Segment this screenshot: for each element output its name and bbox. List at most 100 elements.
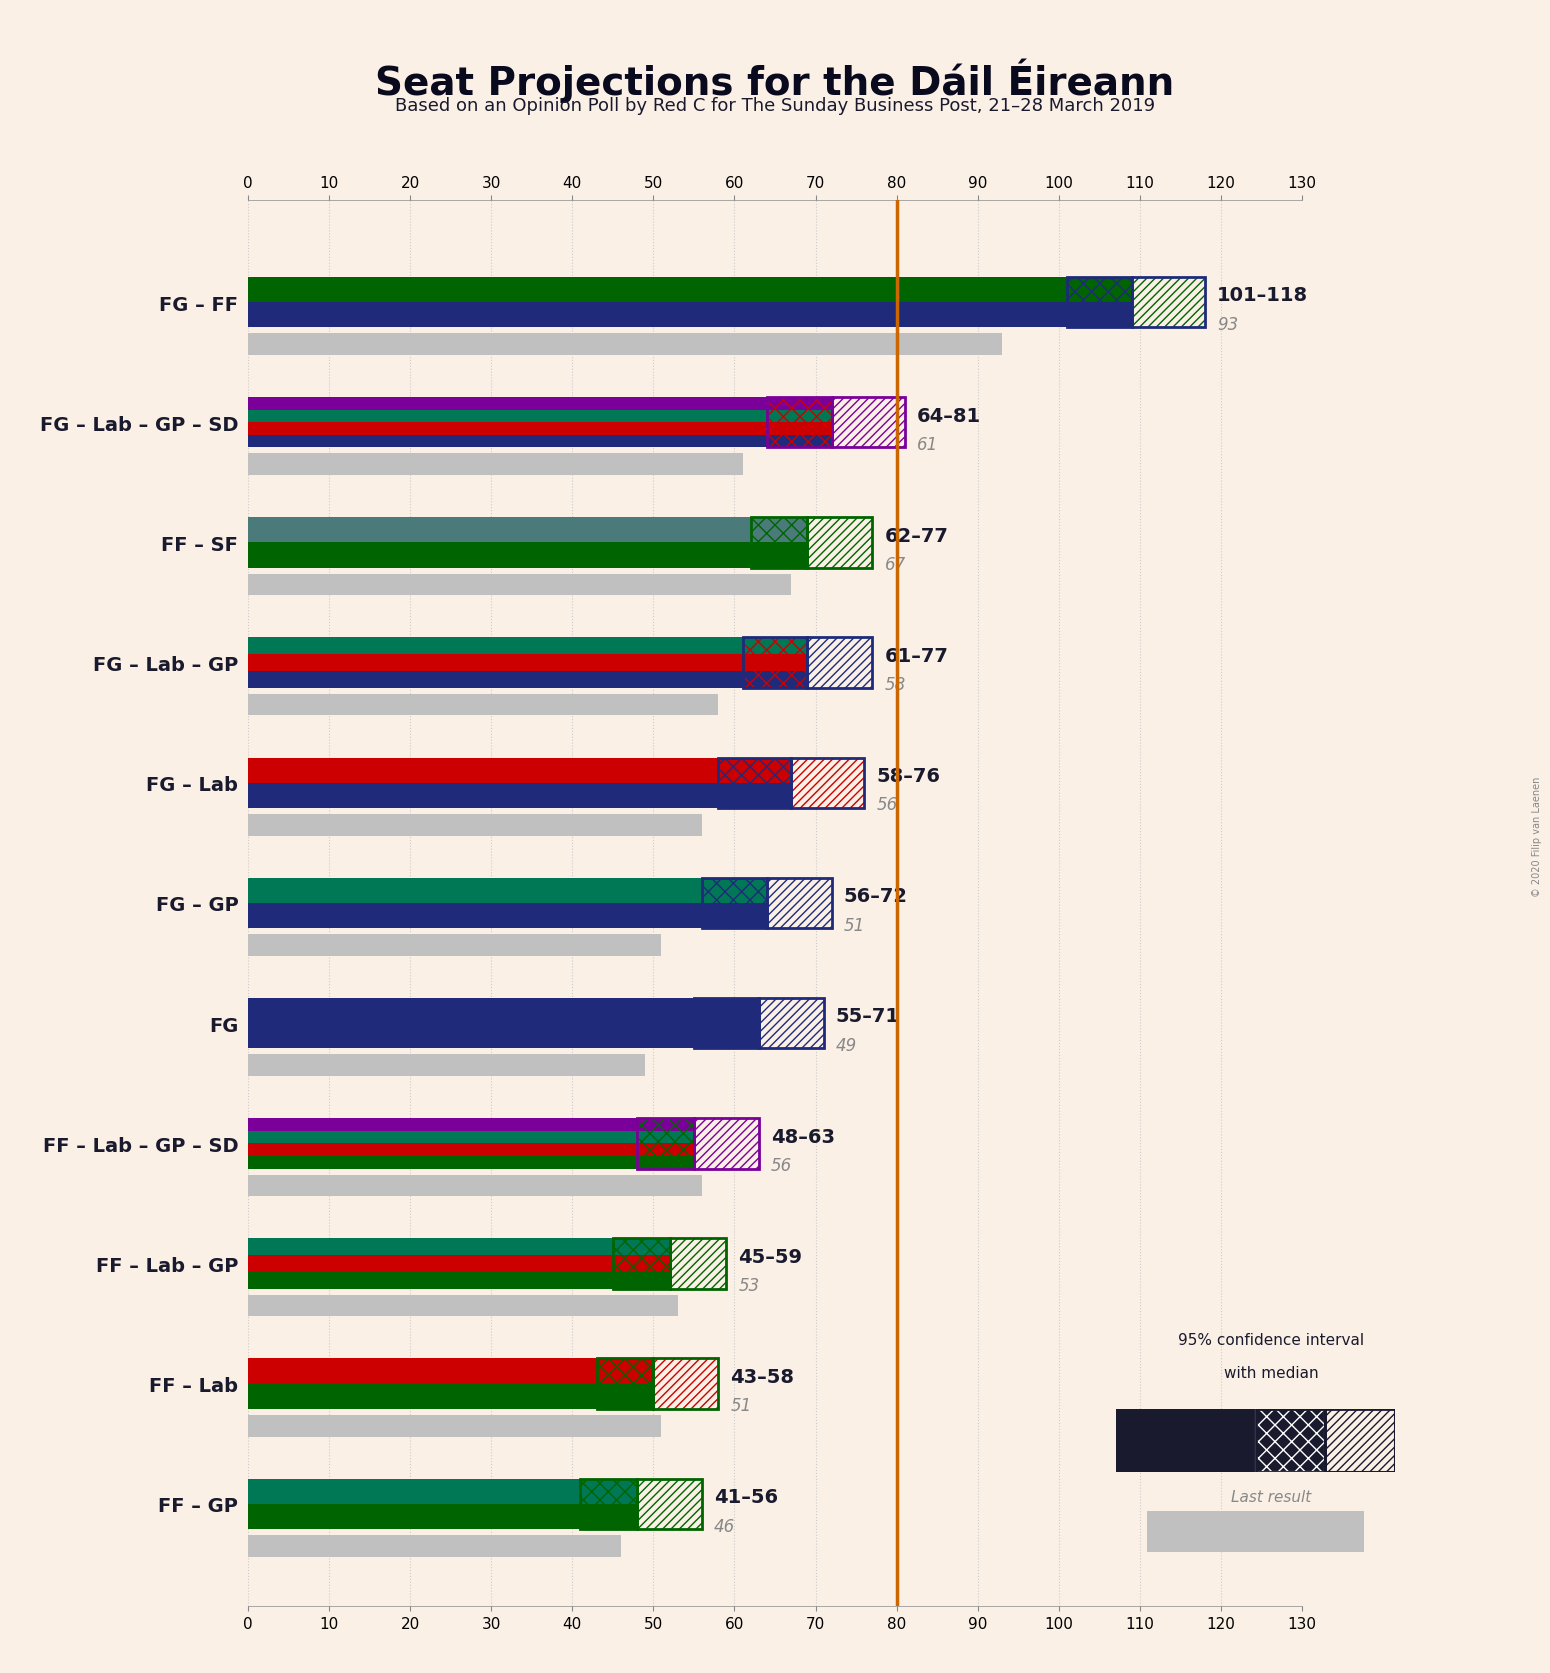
Bar: [248, 1295, 677, 1317]
Bar: [580, 1479, 637, 1504]
Text: 56: 56: [876, 796, 897, 815]
Bar: [808, 637, 873, 688]
Bar: [248, 453, 742, 475]
Text: 51: 51: [730, 1397, 752, 1414]
Bar: [248, 783, 718, 808]
Text: 51: 51: [843, 917, 865, 934]
Bar: [767, 423, 832, 435]
Bar: [760, 999, 823, 1049]
Bar: [248, 1054, 645, 1076]
Bar: [1256, 1409, 1325, 1472]
Bar: [248, 1384, 597, 1409]
Bar: [597, 1384, 654, 1409]
Bar: [767, 878, 832, 929]
Bar: [248, 1174, 702, 1196]
Bar: [248, 1479, 580, 1504]
Bar: [1256, 1409, 1325, 1472]
Text: 43–58: 43–58: [730, 1367, 795, 1387]
Bar: [580, 1504, 637, 1529]
Bar: [248, 435, 767, 448]
Bar: [248, 303, 1066, 328]
Bar: [694, 1119, 760, 1169]
Bar: [832, 398, 905, 448]
Bar: [808, 637, 873, 688]
Bar: [718, 758, 791, 808]
Text: 56: 56: [770, 1156, 792, 1174]
Bar: [808, 637, 873, 688]
Bar: [750, 519, 808, 569]
Bar: [670, 1238, 727, 1288]
Text: with median: with median: [1223, 1365, 1319, 1380]
Bar: [248, 694, 718, 716]
Bar: [1325, 1409, 1395, 1472]
Text: 101–118: 101–118: [1217, 286, 1308, 304]
Bar: [1132, 278, 1204, 328]
Bar: [832, 398, 905, 448]
Bar: [767, 435, 832, 448]
Bar: [718, 758, 791, 783]
Text: 62–77: 62–77: [885, 527, 949, 545]
Bar: [248, 999, 694, 1049]
Bar: [1066, 278, 1132, 303]
Bar: [637, 1119, 694, 1169]
Bar: [670, 1238, 727, 1288]
Bar: [767, 398, 832, 448]
Bar: [248, 815, 702, 836]
Bar: [248, 758, 718, 783]
Bar: [760, 999, 823, 1049]
Bar: [248, 519, 750, 544]
Bar: [597, 1358, 654, 1384]
Bar: [248, 1238, 612, 1255]
Text: Seat Projections for the Dáil Éireann: Seat Projections for the Dáil Éireann: [375, 59, 1175, 104]
Bar: [750, 519, 808, 544]
Bar: [742, 637, 808, 654]
Bar: [248, 654, 742, 671]
Text: 95% confidence interval: 95% confidence interval: [1178, 1332, 1364, 1347]
Bar: [654, 1358, 718, 1409]
Text: 64–81: 64–81: [918, 407, 981, 425]
Bar: [767, 878, 832, 929]
Bar: [248, 574, 790, 596]
Bar: [767, 398, 832, 448]
Text: 61–77: 61–77: [885, 646, 949, 666]
Bar: [637, 1479, 702, 1529]
Bar: [248, 1415, 662, 1437]
Bar: [1325, 1409, 1395, 1472]
Text: 93: 93: [1217, 316, 1238, 333]
Bar: [1325, 1409, 1395, 1472]
Text: 53: 53: [738, 1276, 760, 1295]
Text: 58: 58: [885, 676, 905, 694]
Bar: [597, 1358, 654, 1409]
Bar: [248, 878, 702, 903]
Bar: [597, 1358, 654, 1409]
Bar: [1066, 278, 1132, 328]
Bar: [832, 398, 905, 448]
Bar: [248, 423, 767, 435]
Text: 61: 61: [918, 435, 938, 453]
Text: 55–71: 55–71: [835, 1007, 901, 1026]
Bar: [637, 1119, 694, 1131]
Bar: [248, 671, 742, 688]
Text: 67: 67: [885, 555, 905, 574]
Text: 58–76: 58–76: [876, 766, 941, 786]
Bar: [767, 398, 832, 410]
Bar: [612, 1255, 670, 1271]
Bar: [790, 758, 865, 808]
Bar: [248, 935, 662, 957]
Text: 49: 49: [835, 1036, 857, 1054]
Bar: [742, 637, 808, 688]
Bar: [654, 1358, 718, 1409]
Text: Last result: Last result: [1231, 1489, 1311, 1504]
Bar: [248, 903, 702, 929]
Bar: [248, 1358, 597, 1384]
Text: 56–72: 56–72: [843, 887, 908, 905]
Bar: [767, 878, 832, 929]
Bar: [718, 783, 791, 808]
Bar: [760, 999, 823, 1049]
Bar: [1256, 1409, 1325, 1472]
Bar: [1116, 1409, 1256, 1472]
Bar: [637, 1479, 702, 1529]
Bar: [1066, 278, 1132, 328]
Bar: [612, 1238, 670, 1288]
Bar: [742, 654, 808, 671]
